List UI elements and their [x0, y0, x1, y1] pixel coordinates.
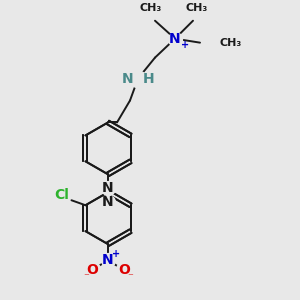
- Text: N: N: [102, 253, 114, 267]
- Text: N: N: [169, 32, 181, 46]
- Text: CH₃: CH₃: [186, 3, 208, 13]
- Text: O: O: [86, 263, 98, 277]
- Text: N: N: [102, 181, 114, 195]
- Text: Cl: Cl: [54, 188, 69, 202]
- Text: ⁻: ⁻: [83, 272, 89, 282]
- Text: ⁻: ⁻: [127, 272, 133, 282]
- Text: CH₃: CH₃: [140, 3, 162, 13]
- Text: O: O: [118, 263, 130, 277]
- Text: N: N: [122, 72, 133, 86]
- Text: +: +: [112, 249, 120, 259]
- Text: CH₃: CH₃: [220, 38, 242, 48]
- Text: N: N: [102, 195, 114, 209]
- Text: +: +: [181, 40, 189, 50]
- Text: H: H: [143, 72, 154, 86]
